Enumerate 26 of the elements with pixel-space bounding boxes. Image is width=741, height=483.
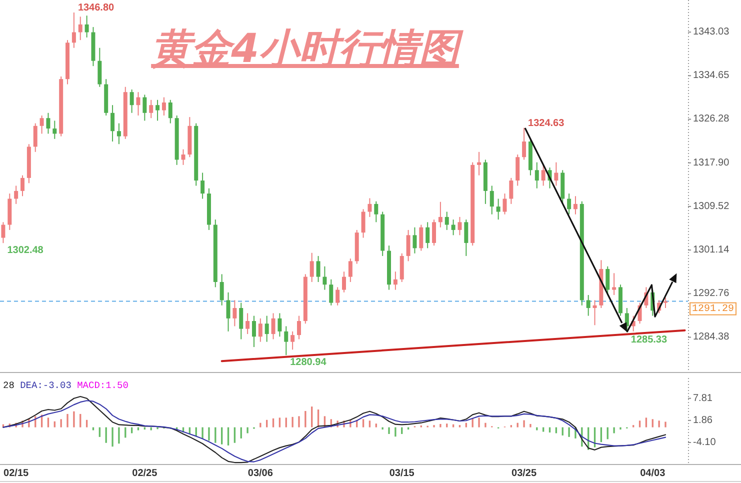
ref-line-label: 1291.29 (692, 304, 734, 315)
x-tick-label: 03/25 (512, 468, 537, 478)
y-tick-label: 1.86 (693, 414, 713, 426)
y-tick-label: 7.81 (693, 392, 713, 404)
y-tick-label: 1309.52 (693, 200, 730, 212)
annotation: 1324.63 (528, 118, 565, 129)
annotation: 1346.80 (78, 2, 115, 14)
x-tick-label: 03/15 (389, 468, 415, 478)
series-label: DEA:-3.03 (20, 380, 72, 391)
annotation: 1280.94 (290, 357, 327, 368)
annotation: 1285.33 (630, 334, 668, 346)
y-tick-label: 1326.28 (693, 114, 730, 125)
annotation: MACD:1.50 (77, 380, 129, 391)
y-tick-label: 1317.90 (693, 157, 730, 168)
x-tick-label: 02/25 (132, 468, 158, 478)
text: 28 (3, 380, 15, 391)
annotation: 1302.48 (7, 245, 44, 256)
y-tick-label: -4.10 (693, 437, 716, 448)
y-tick-label: 1284.38 (693, 332, 730, 343)
y-tick-label: 1301.14 (693, 244, 730, 256)
x-tick-label: 04/03 (640, 468, 666, 478)
y-tick-label: 1334.65 (693, 70, 730, 82)
y-tick-label: 1343.03 (693, 26, 730, 38)
x-tick-label: 02/15 (4, 468, 30, 478)
x-tick-label: 03/06 (248, 468, 274, 478)
y-tick-label: 1292.76 (693, 288, 730, 300)
